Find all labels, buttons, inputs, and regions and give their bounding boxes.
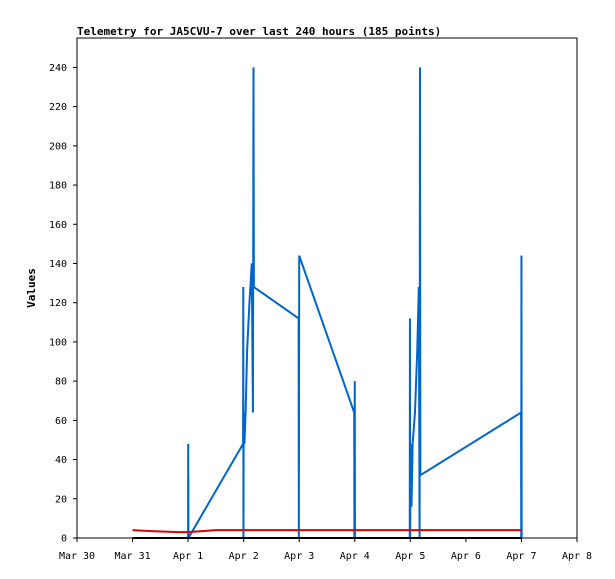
x-tick-label: Mar 31: [114, 551, 150, 562]
x-tick-label: Apr 2: [229, 551, 259, 562]
y-axis: 0 20 40 60 80 100 120 140 160 180 200 220 240: [49, 63, 77, 545]
y-axis-label: Values: [25, 268, 38, 308]
y-tick-label: 120: [49, 298, 67, 309]
x-tick-label: Apr 5: [395, 551, 425, 562]
y-tick-label: 200: [49, 141, 67, 152]
y-tick-label: 180: [49, 181, 67, 192]
series-line-2: [132, 529, 522, 534]
y-tick-label: 240: [49, 63, 67, 74]
y-tick-label: 40: [55, 455, 67, 466]
series-layer: [132, 67, 523, 542]
y-tick-label: 60: [55, 416, 67, 427]
x-tick-label: Mar 30: [59, 551, 95, 562]
y-tick-label: 160: [49, 220, 67, 231]
y-tick-label: 140: [49, 259, 67, 270]
x-tick-label: Apr 3: [284, 551, 314, 562]
y-tick-label: 20: [55, 494, 67, 505]
x-tick-label: Apr 7: [506, 551, 536, 562]
plot-area: [76, 37, 578, 539]
x-tick-label: Apr 8: [562, 551, 592, 562]
x-tick-label: Apr 4: [340, 551, 370, 562]
y-tick-label: 220: [49, 102, 67, 113]
x-axis: Mar 30 Mar 31 Apr 1 Apr 2 Apr 3 Apr 4 Apr 5 Apr…: [59, 538, 592, 562]
y-tick-label: 100: [49, 337, 67, 348]
y-tick-label: 0: [61, 534, 67, 545]
x-tick-label: Apr 6: [451, 551, 481, 562]
chart-title: Telemetry for JA5CVU-7 over last 240 hou…: [77, 25, 441, 38]
x-tick-label: Apr 1: [173, 551, 203, 562]
series-line-1: [187, 67, 523, 542]
y-tick-label: 80: [55, 377, 67, 388]
